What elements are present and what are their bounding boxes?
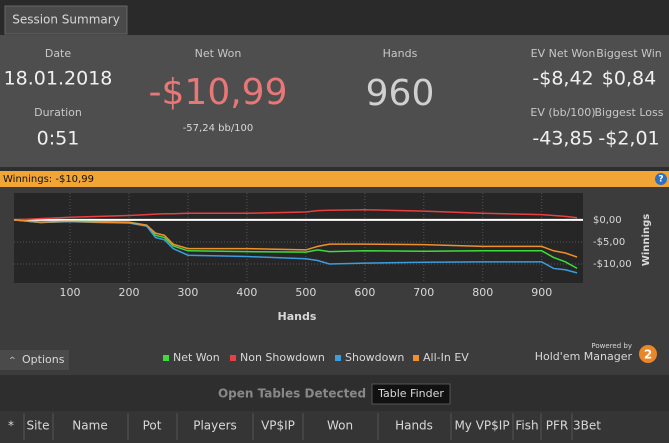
column-header: VP$IP — [261, 419, 295, 433]
legend-swatch — [413, 355, 419, 361]
column-header: PFR — [546, 419, 568, 433]
table-finder-label[interactable]: Table Finder — [377, 387, 444, 400]
table-columns: * Site Name Pot Players VP$IP Won Hands My VP$IP… — [8, 413, 601, 440]
legend-swatch — [335, 355, 341, 361]
x-tick-label: 600 — [354, 286, 375, 299]
status-bar — [0, 171, 669, 187]
table-finder-button[interactable] — [371, 383, 451, 405]
legend-swatch — [163, 355, 169, 361]
column-header: My VP$IP — [454, 419, 509, 433]
tables-title: Open Tables Detected — [218, 387, 366, 401]
legend-label: Net Won — [173, 351, 220, 364]
biggest-loss-label: Biggest Loss — [594, 106, 663, 119]
x-tick-label: 200 — [118, 286, 139, 299]
y-axis-label: Winnings — [641, 214, 652, 266]
column-header: Fish — [515, 419, 538, 433]
duration: 0:51 — [37, 128, 80, 150]
x-tick-label: 300 — [177, 286, 198, 299]
column-header: Players — [193, 419, 237, 433]
help-mark[interactable]: ? — [658, 175, 663, 185]
brand-badge — [639, 345, 657, 363]
x-tick-label: 700 — [413, 286, 434, 299]
hands-label: Hands — [383, 47, 418, 60]
date: 18.01.2018 — [4, 68, 113, 90]
biggest-win-label: Biggest Win — [596, 47, 662, 60]
column-header: Pot — [143, 419, 162, 433]
column-header: Name — [72, 419, 107, 433]
legend-label: Non Showdown — [240, 351, 325, 364]
chart: 100 200 300 400 500 600 700 800 900 $0,00 -$5,00 -$… — [13, 193, 652, 364]
ev-bb-label: EV (bb/100) — [530, 106, 595, 119]
legend-label: Showdown — [345, 351, 404, 364]
brand: Hold'em Manager — [535, 350, 633, 363]
y-tick-label: -$10,00 — [593, 259, 632, 270]
y-tick-label: $0,00 — [593, 215, 622, 226]
x-tick-label: 400 — [236, 286, 257, 299]
x-axis-label: Hands — [278, 310, 317, 323]
legend-swatch — [230, 355, 236, 361]
hands: 960 — [366, 73, 435, 114]
x-tick-label: 900 — [531, 286, 552, 299]
column-header: Won — [327, 419, 353, 433]
biggest-loss: -$2,01 — [598, 128, 659, 150]
ev-net-won-label: EV Net Won — [531, 47, 596, 60]
net-won: -$10,99 — [149, 72, 288, 113]
x-tick-label: 800 — [472, 286, 493, 299]
tab[interactable] — [4, 5, 128, 35]
tab-label[interactable]: Session Summary — [12, 13, 120, 27]
series-line — [13, 219, 578, 258]
x-tick-label: 100 — [60, 286, 81, 299]
help-icon[interactable] — [655, 173, 667, 185]
options-button[interactable] — [0, 350, 69, 370]
powered-by: Powered by — [591, 342, 632, 350]
series-line — [13, 209, 578, 221]
column-header: Site — [26, 419, 49, 433]
brand-badge-text: 2 — [644, 348, 652, 362]
options-label[interactable]: Options — [22, 353, 65, 366]
plot-area — [14, 193, 583, 283]
ev-bb: -43,85 — [532, 128, 593, 150]
date-label: Date — [45, 47, 72, 60]
table-header — [0, 411, 669, 443]
net-won-bb: -57,24 bb/100 — [183, 123, 254, 134]
column-header: * — [8, 419, 14, 433]
summary-panel — [0, 35, 669, 167]
status-text: Winnings: -$10,99 — [3, 174, 94, 185]
legend-label: All-In EV — [423, 351, 469, 364]
column-header: 3Bet — [573, 419, 601, 433]
x-tick-label: 500 — [295, 286, 316, 299]
biggest-win: $0,84 — [602, 68, 656, 90]
duration-label: Duration — [34, 106, 82, 119]
net-won-label: Net Won — [195, 47, 242, 60]
options-caret[interactable]: ^ — [9, 356, 16, 365]
column-header: Hands — [395, 419, 433, 433]
y-tick-label: -$5,00 — [593, 237, 625, 248]
ev-net-won: -$8,42 — [532, 68, 593, 90]
